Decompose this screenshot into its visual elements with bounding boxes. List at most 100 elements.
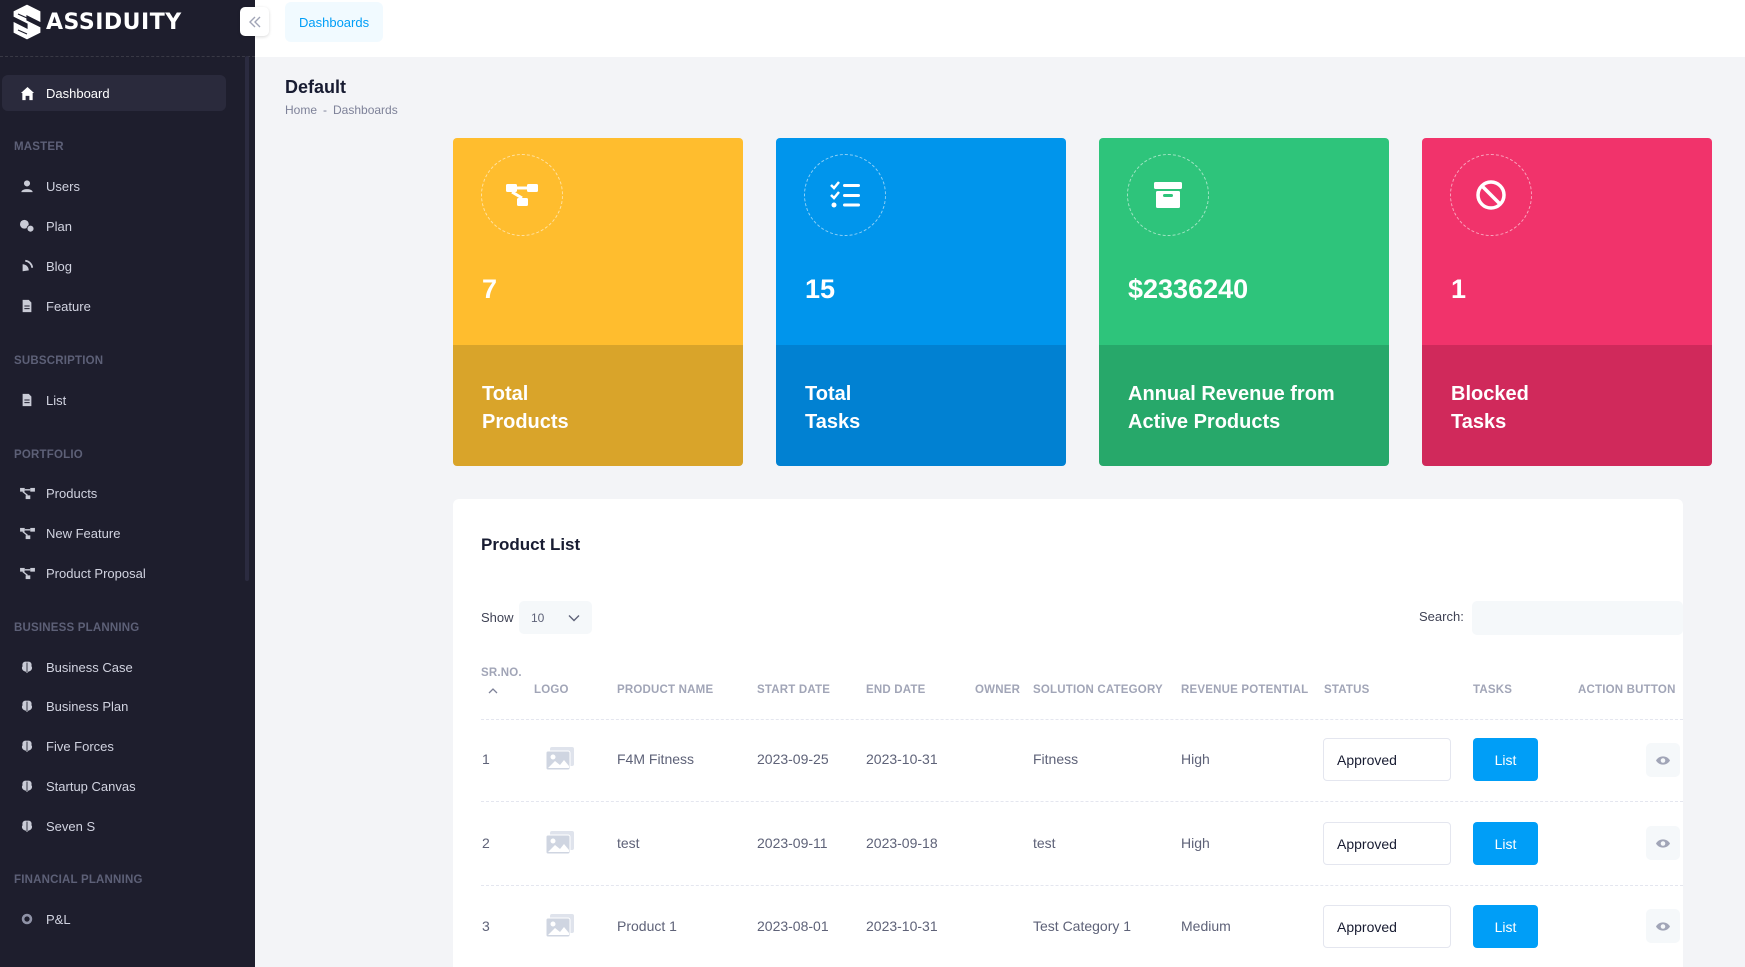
brand-logo[interactable]: ASSIDUITY [10,2,182,42]
blocked-icon [1450,154,1532,236]
brand-mark-icon [12,3,42,41]
stat-card-blocked-tasks[interactable]: 1 Blocked Tasks [1422,138,1712,466]
cell-revenue-potential: High [1181,751,1210,767]
sidebar-item-product-proposal[interactable]: Product Proposal [2,555,226,591]
coins-icon [19,911,35,927]
cell-product-name[interactable]: test [617,835,640,851]
sort-asc-icon[interactable] [488,687,498,694]
brain-icon [19,738,35,754]
stat-card-total-tasks[interactable]: 15 Total Tasks [776,138,1066,466]
col-header-srno[interactable]: SR.NO. [481,667,522,679]
header-tab-dashboards[interactable]: Dashboards [285,2,384,42]
tasks-list-button[interactable]: List [1473,738,1538,781]
cell-revenue-potential: Medium [1181,918,1231,934]
sidebar-item-label: Feature [46,298,91,314]
section-business-planning: BUSINESS PLANNING [14,622,140,634]
cell-end-date: 2023-09-18 [866,835,938,851]
sitemap-icon [19,525,35,541]
section-subscription: SUBSCRIPTION [14,355,104,367]
card-label: Blocked Tasks [1451,383,1529,433]
brand-name: ASSIDUITY [46,9,182,35]
eye-icon [1656,838,1670,848]
sidebar-item-pl[interactable]: P&L [2,901,226,937]
card-bottom: Annual Revenue from Active Products [1099,345,1389,466]
tasks-list-button[interactable]: List [1473,905,1538,948]
sidebar-item-five-forces[interactable]: Five Forces [2,728,226,764]
cell-srno: 3 [482,918,490,934]
home-icon [19,85,35,101]
brain-icon [19,818,35,834]
sidebar-item-business-case[interactable]: Business Case [2,649,226,685]
card-value: $2336240 [1128,274,1249,304]
image-placeholder-icon [545,914,574,938]
brain-icon [19,778,35,794]
breadcrumb-home[interactable]: Home [285,103,318,117]
col-header-status[interactable]: STATUS [1324,684,1370,696]
sidebar-item-label: Products [46,485,98,501]
view-button[interactable] [1646,826,1680,860]
sidebar-item-products[interactable]: Products [2,475,226,511]
sidebar-item-dashboard[interactable]: Dashboard [2,75,226,111]
page-title: Default [285,77,347,97]
panel-title: Product List [481,535,581,554]
row-divider [481,885,1683,886]
sidebar-item-seven-s[interactable]: Seven S [2,808,226,844]
sidebar-item-label: Startup Canvas [46,778,136,794]
status-select[interactable]: Approved [1323,738,1451,781]
breadcrumb: Home - Dashboards [285,103,398,117]
sitemap-icon [19,565,35,581]
col-header-logo[interactable]: LOGO [534,684,569,696]
search-input[interactable] [1472,601,1683,635]
show-label: Show [481,610,514,625]
sidebar-item-plan[interactable]: Plan [2,208,226,244]
sidebar-item-list[interactable]: List [2,382,226,418]
tasks-list-button[interactable]: List [1473,822,1538,865]
eye-icon [1656,921,1670,931]
section-financial-planning: FINANCIAL PLANNING [14,874,143,886]
col-header-start-date[interactable]: START DATE [757,684,831,696]
col-header-solution-category[interactable]: SOLUTION CATEGORY [1033,684,1163,696]
view-button[interactable] [1646,909,1680,943]
col-header-tasks[interactable]: TASKS [1473,684,1513,696]
stat-card-total-products[interactable]: 7 Total Products [453,138,743,466]
col-header-owner[interactable]: OWNER [975,684,1021,696]
cell-solution-category: Test Category 1 [1033,918,1132,934]
cell-product-name[interactable]: F4M Fitness [617,751,695,767]
sidebar-item-business-plan[interactable]: Business Plan [2,688,226,724]
cell-end-date: 2023-10-31 [866,751,938,767]
sitemap-icon [19,485,35,501]
col-header-revenue-potential[interactable]: REVENUE POTENTIAL [1181,684,1309,696]
status-select[interactable]: Approved [1323,822,1451,865]
eye-icon [1656,755,1670,765]
sidebar-item-label: Five Forces [46,738,114,754]
stat-card-annual-revenue[interactable]: $2336240 Annual Revenue from Active Prod… [1099,138,1389,466]
card-label: Total Products [482,383,569,433]
sidebar-item-blog[interactable]: Blog [2,248,226,284]
card-bottom: Total Products [453,345,743,466]
product-list-panel: Product List Show 10 Search: SR.NO. LOGO… [453,499,1683,967]
col-header-product-name[interactable]: PRODUCT NAME [617,684,714,696]
sidebar-item-users[interactable]: Users [2,168,226,204]
page-size-select[interactable]: 10 [519,601,592,634]
sidebar-toggle-button[interactable] [240,7,269,36]
col-header-end-date[interactable]: END DATE [866,684,926,696]
user-icon [19,178,35,194]
image-placeholder-icon [545,747,574,771]
chevron-down-icon [568,614,580,621]
sidebar-item-label: Business Case [46,659,133,675]
image-placeholder-icon [545,831,574,855]
view-button[interactable] [1646,743,1680,777]
sidebar-item-feature[interactable]: Feature [2,288,226,324]
cell-srno: 2 [482,835,490,851]
sidebar-item-startup-canvas[interactable]: Startup Canvas [2,768,226,804]
card-value: 7 [482,274,498,304]
page-size-value: 10 [531,610,545,625]
row-divider [481,719,1683,720]
sidebar-item-new-feature[interactable]: New Feature [2,515,226,551]
sidebar-scrollbar[interactable] [245,56,249,581]
cell-product-name[interactable]: Product 1 [617,918,677,934]
section-portfolio: PORTFOLIO [14,449,83,461]
row-divider [481,801,1683,802]
products-icon [481,154,563,236]
status-select[interactable]: Approved [1323,905,1451,948]
